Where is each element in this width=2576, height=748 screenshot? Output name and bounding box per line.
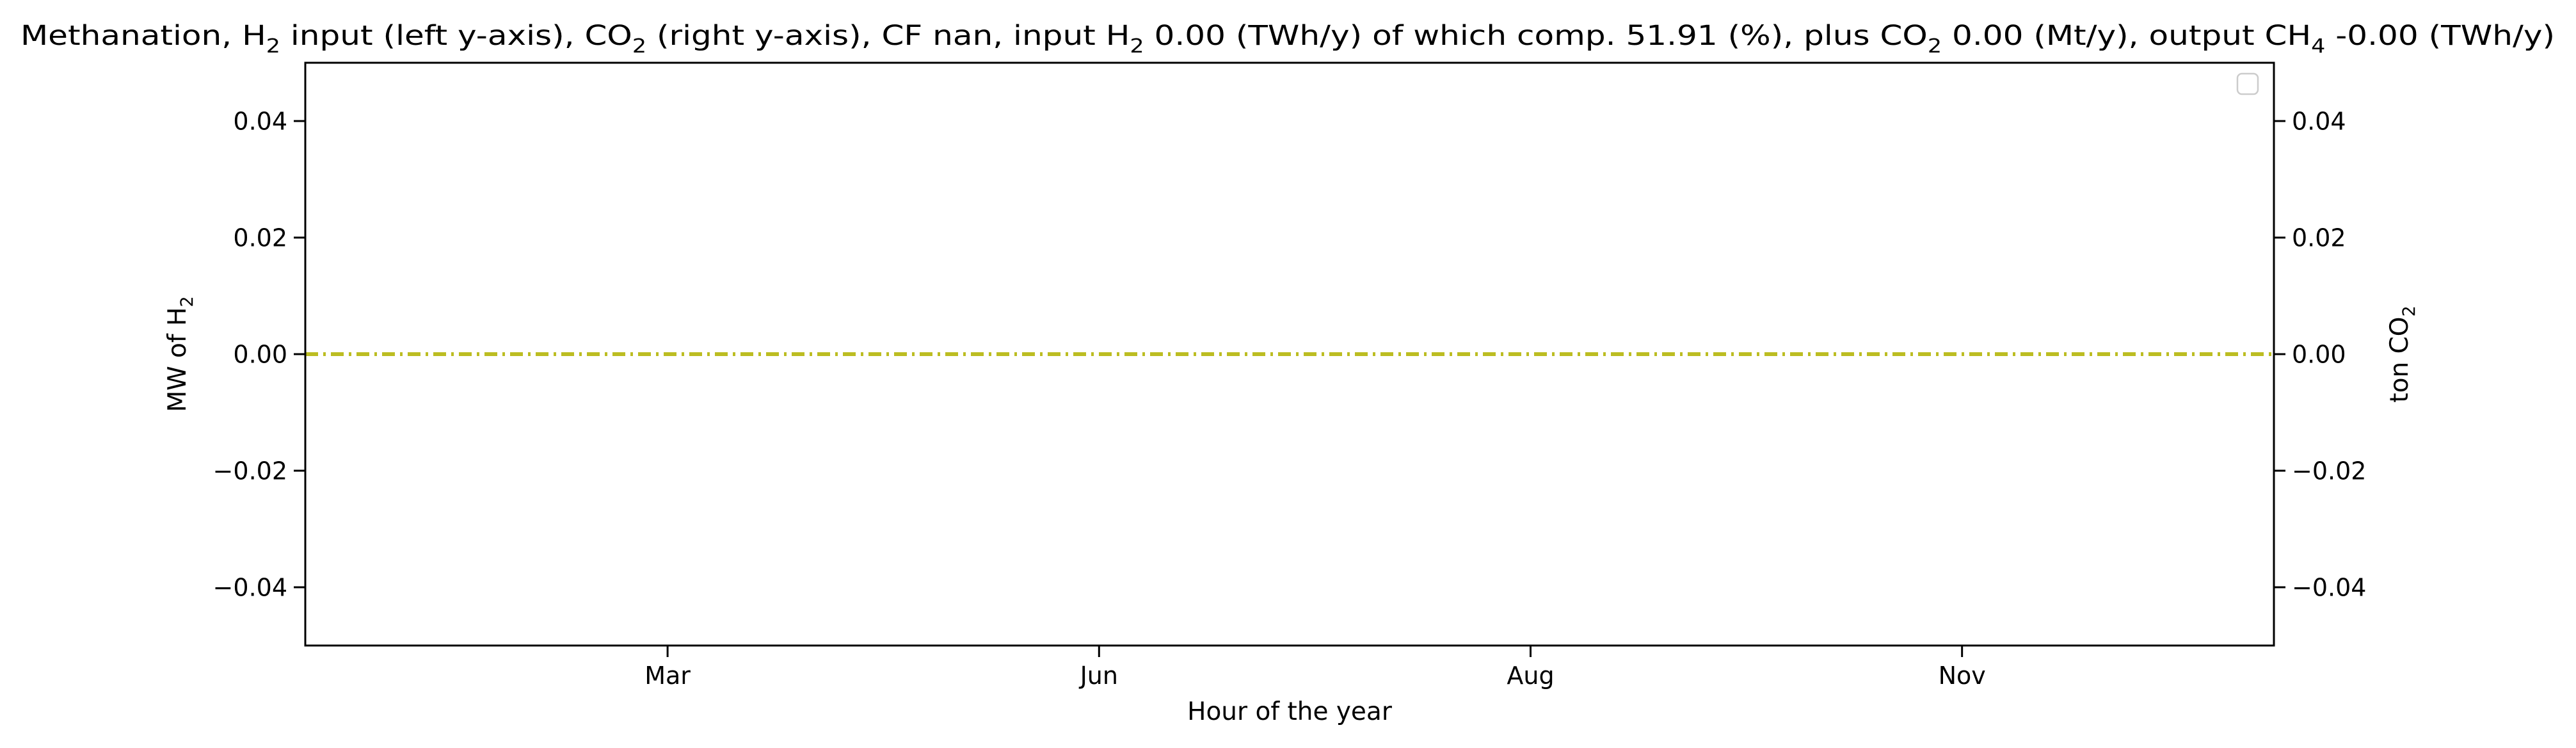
x-tick-label-2: Aug <box>1507 662 1554 690</box>
y-left-tick-label-2: 0.00 <box>233 341 287 369</box>
x-tick-label-3: Nov <box>1939 662 1986 690</box>
y-left-tick-label-4: −0.04 <box>213 574 287 602</box>
right-y-axis: 0.04 0.02 0.00 −0.02 −0.04 <box>2274 108 2366 602</box>
y-left-tick-label-0: 0.04 <box>233 108 287 136</box>
y-axis-label-left: MW of H2 <box>163 296 197 412</box>
plot-frame <box>304 61 2275 647</box>
y-right-tick-label-1: 0.02 <box>2292 224 2346 252</box>
x-axis-label: Hour of the year <box>1187 697 1393 726</box>
x-tick-label-1: Jun <box>1079 662 1118 690</box>
y-left-tick-label-1: 0.02 <box>233 224 287 252</box>
x-tick-label-0: Mar <box>644 662 691 690</box>
y-right-tick-label-2: 0.00 <box>2292 341 2346 369</box>
y-left-tick-label-3: −0.02 <box>213 457 287 485</box>
y-right-tick-label-4: −0.04 <box>2292 574 2366 602</box>
legend-box <box>2236 72 2259 95</box>
left-y-axis: 0.04 0.02 0.00 −0.02 −0.04 <box>213 108 305 602</box>
y-right-tick-label-3: −0.02 <box>2292 457 2366 485</box>
y-axis-label-right: ton CO2 <box>2385 305 2419 402</box>
x-axis: Mar Jun Aug Nov <box>644 646 1986 690</box>
y-right-tick-label-0: 0.04 <box>2292 108 2346 136</box>
